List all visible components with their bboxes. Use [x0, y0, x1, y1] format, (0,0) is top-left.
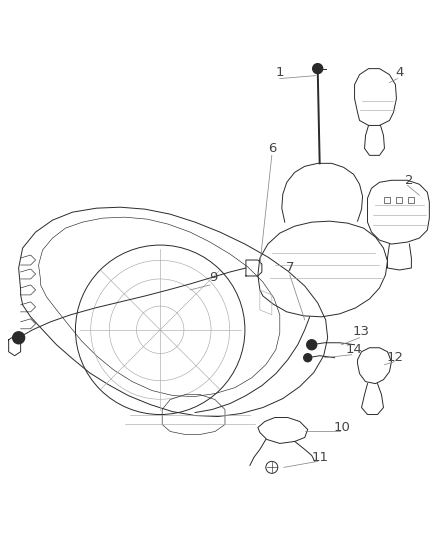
Text: 6: 6 — [268, 142, 276, 155]
Circle shape — [13, 332, 25, 344]
Text: 1: 1 — [276, 66, 284, 79]
Text: 4: 4 — [395, 66, 403, 79]
Text: 14: 14 — [345, 343, 362, 356]
Circle shape — [304, 354, 312, 362]
Bar — [396, 197, 403, 203]
Text: 7: 7 — [286, 262, 294, 274]
Bar — [408, 197, 414, 203]
Text: 11: 11 — [311, 451, 328, 464]
Circle shape — [307, 340, 317, 350]
Text: 10: 10 — [333, 421, 350, 434]
Circle shape — [313, 63, 323, 74]
Text: 9: 9 — [209, 271, 217, 285]
Text: 13: 13 — [353, 325, 370, 338]
Bar — [385, 197, 390, 203]
Text: 12: 12 — [387, 351, 404, 364]
Text: 2: 2 — [405, 174, 413, 187]
